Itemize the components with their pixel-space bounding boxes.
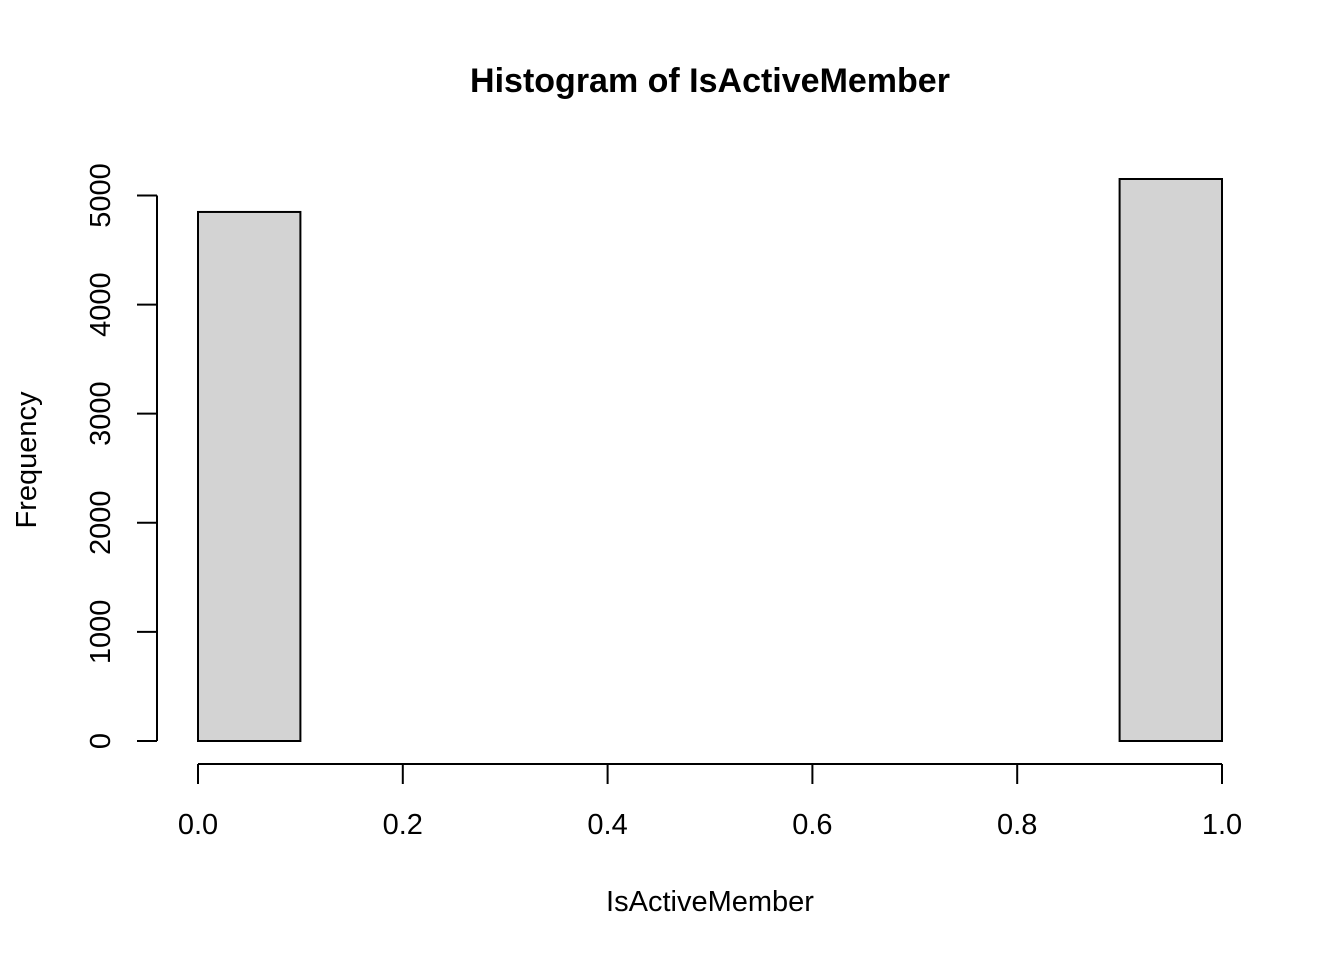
- y-axis-label: Frequency: [11, 391, 43, 529]
- y-tick-label-0: 0: [85, 733, 117, 749]
- histogram-bar-0: [197, 210, 302, 743]
- x-tick-label-4: 0.8: [997, 809, 1037, 841]
- x-tick-label-0: 0.0: [178, 809, 218, 841]
- chart-title: Histogram of IsActiveMember: [470, 62, 950, 100]
- x-axis-label: IsActiveMember: [606, 886, 814, 918]
- x-axis: 0.0 0.2 0.4 0.6 0.8 1.0: [178, 763, 1242, 841]
- y-axis: 0 1000 2000 3000 4000 5000: [85, 163, 158, 749]
- bars-group: [197, 178, 1223, 743]
- y-tick-label-2: 2000: [85, 491, 117, 556]
- x-tick-label-1: 0.2: [383, 809, 423, 841]
- x-tick-label-5: 1.0: [1202, 809, 1242, 841]
- x-tick-label-2: 0.4: [587, 809, 627, 841]
- x-tick-label-3: 0.6: [792, 809, 832, 841]
- y-tick-label-3: 3000: [85, 381, 117, 446]
- histogram-bar-9: [1118, 178, 1223, 742]
- y-tick-label-5: 5000: [85, 163, 117, 228]
- y-tick-label-4: 4000: [85, 272, 117, 337]
- y-tick-label-1: 1000: [85, 600, 117, 665]
